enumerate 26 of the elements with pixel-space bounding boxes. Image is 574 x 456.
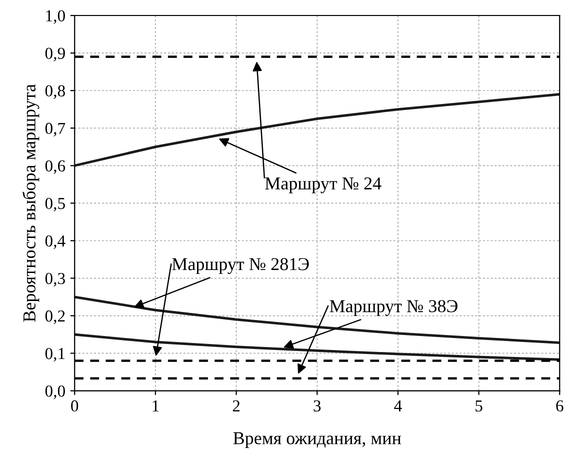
y-tick-label: 0,6	[45, 160, 66, 174]
x-tick-label: 3	[314, 400, 321, 412]
x-tick-label: 5	[476, 400, 482, 412]
y-tick-label: 0,9	[45, 48, 65, 62]
y-tick-label: 0,1	[45, 348, 65, 362]
annotation: Маршрут № 24	[265, 177, 382, 194]
y-tick-label: 0,4	[45, 235, 66, 250]
annotation: Маршрут № 38Э	[330, 300, 458, 316]
line-series	[74, 296, 560, 344]
x-tick-label: 2	[232, 400, 240, 412]
y-tick-label: 1,0	[46, 10, 65, 24]
y-axis-title: Вероятность выбора маршрута	[22, 84, 40, 322]
x-tick-label: 1	[152, 400, 159, 412]
x-tick-label: 0	[71, 400, 78, 412]
x-tick-label: 6	[556, 400, 564, 412]
y-tick-label: 0,8	[45, 85, 65, 99]
annotation: Маршрут № 281Э	[172, 258, 309, 274]
x-tick-label: 4	[394, 400, 402, 412]
y-tick-label: 0,5	[45, 198, 65, 212]
y-tick-label: 0,3	[45, 272, 65, 287]
x-axis-title: Время ожидания, мин	[233, 432, 402, 448]
y-tick-label: 0,2	[45, 310, 65, 324]
line-series	[74, 93, 560, 167]
y-tick-label: 0,7	[45, 122, 66, 136]
line-series	[74, 333, 560, 361]
y-tick-label: 0,0	[45, 385, 65, 400]
